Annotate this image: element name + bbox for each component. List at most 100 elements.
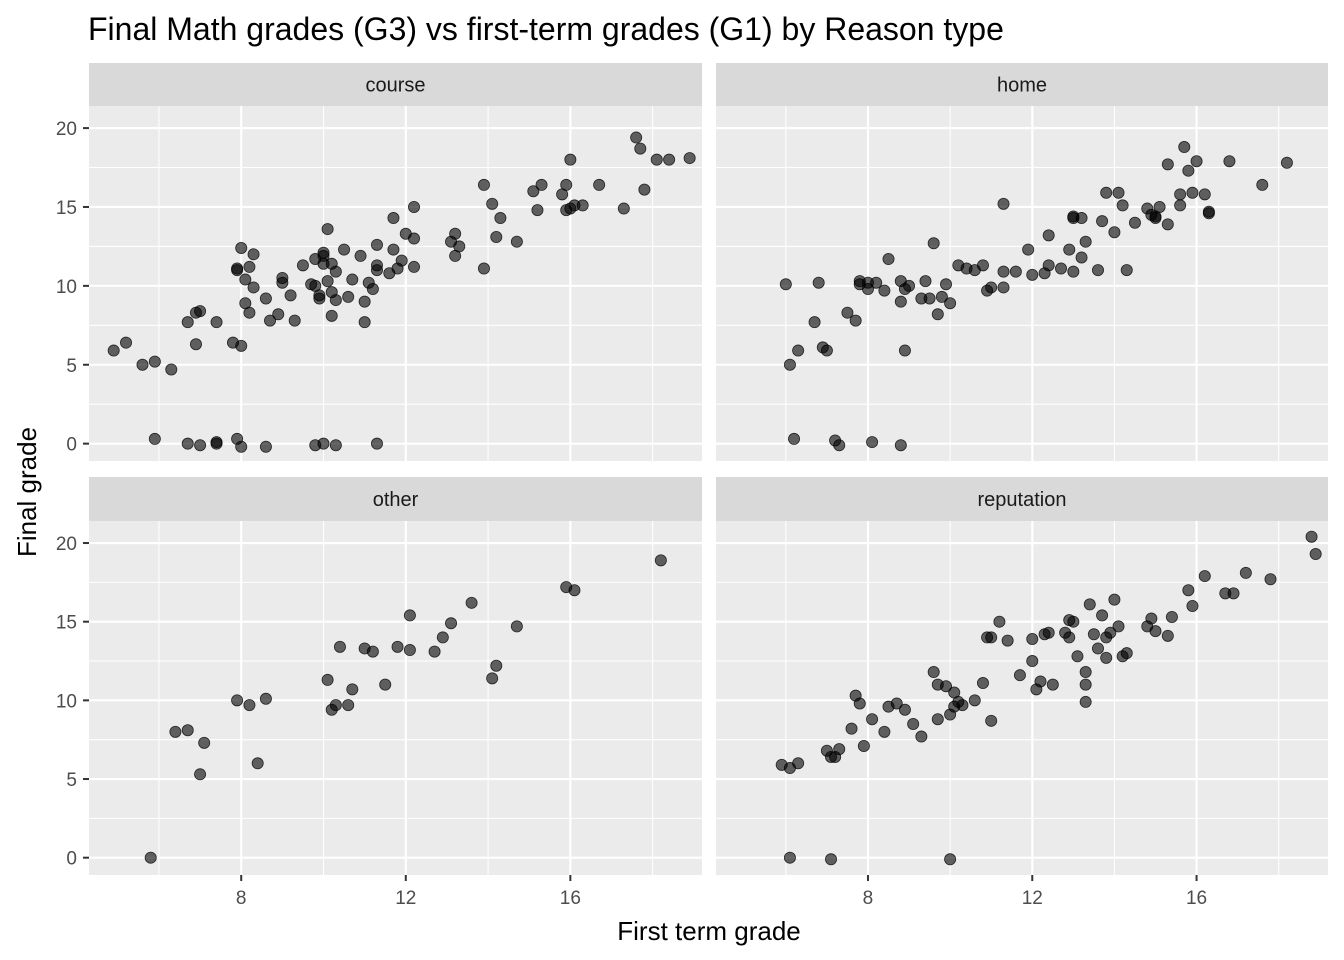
data-point (894, 439, 907, 452)
data-point (366, 283, 379, 296)
data-point (997, 265, 1010, 278)
x-tick-label: 8 (863, 888, 874, 909)
data-point (976, 259, 989, 272)
strip-background (716, 63, 1328, 106)
data-point (251, 757, 264, 770)
data-point (1063, 631, 1076, 644)
data-point (564, 202, 577, 215)
data-point (325, 286, 338, 299)
data-point (898, 344, 911, 357)
data-point (1112, 186, 1125, 199)
data-point (1108, 593, 1121, 606)
data-point (165, 363, 178, 376)
data-point (853, 697, 866, 710)
data-point (342, 699, 355, 712)
chart-title: Final Math grades (G3) vs first-term gra… (88, 11, 1004, 47)
data-point (231, 694, 244, 707)
data-point (535, 178, 548, 191)
panel-background (716, 521, 1328, 875)
data-point (358, 316, 371, 329)
data-point (259, 440, 272, 453)
data-point (1186, 186, 1199, 199)
data-point (1100, 651, 1113, 664)
data-point (683, 152, 696, 165)
y-axis: 0 5 10 15 20 0 5 10 15 20 (56, 119, 89, 870)
data-point (329, 699, 342, 712)
strip-background (716, 477, 1328, 521)
data-point (296, 259, 309, 272)
data-point (1174, 188, 1187, 201)
data-point (333, 640, 346, 653)
data-point (1145, 612, 1158, 625)
data-point (560, 178, 573, 191)
data-point (1022, 243, 1035, 256)
data-point (395, 254, 408, 267)
data-point (907, 717, 920, 730)
data-point (243, 260, 256, 273)
data-point (1227, 587, 1240, 600)
data-point (576, 199, 589, 212)
panel-background (716, 106, 1328, 461)
strip-label-reputation: reputation (978, 489, 1067, 511)
data-point (923, 292, 936, 305)
data-point (617, 202, 630, 215)
data-point (346, 683, 359, 696)
data-point (1145, 208, 1158, 221)
y-tick-label: 20 (56, 119, 77, 140)
data-point (1223, 155, 1236, 168)
data-point (915, 730, 928, 743)
y-tick-label: 15 (56, 613, 77, 634)
x-tick-label: 12 (1022, 888, 1043, 909)
data-point (894, 295, 907, 308)
y-tick-label: 20 (56, 534, 77, 555)
data-point (1100, 186, 1113, 199)
data-point (841, 306, 854, 319)
data-point (890, 697, 903, 710)
data-point (792, 344, 805, 357)
data-point (272, 308, 285, 321)
data-point (812, 276, 825, 289)
data-point (1063, 614, 1076, 627)
data-point (940, 680, 953, 693)
data-point (276, 271, 289, 284)
data-point (968, 694, 981, 707)
data-point (1013, 669, 1026, 682)
data-point (239, 273, 252, 286)
data-point (882, 253, 895, 266)
data-point (346, 273, 359, 286)
data-point (993, 615, 1006, 628)
data-point (194, 439, 207, 452)
data-point (1161, 629, 1174, 642)
data-point (247, 248, 260, 261)
data-point (1091, 642, 1104, 655)
data-point (927, 237, 940, 250)
data-point (1280, 156, 1293, 169)
data-point (825, 853, 838, 866)
data-point (1067, 265, 1080, 278)
data-point (1198, 188, 1211, 201)
data-point (284, 289, 297, 302)
facet-panels: course home other reputation (89, 63, 1328, 875)
data-point (1186, 599, 1199, 612)
data-point (181, 724, 194, 737)
data-point (1071, 650, 1084, 663)
data-point (370, 437, 383, 450)
data-point (235, 241, 248, 254)
data-point (820, 344, 833, 357)
data-point (235, 339, 248, 352)
data-point (1079, 695, 1092, 708)
data-point (985, 631, 998, 644)
data-point (288, 314, 301, 327)
data-point (1096, 609, 1109, 622)
data-point (120, 336, 133, 349)
data-point (654, 554, 667, 567)
data-point (568, 584, 581, 597)
data-point (1034, 675, 1047, 688)
data-point (194, 305, 207, 318)
x-axis-title: First term grade (617, 916, 801, 946)
data-point (663, 153, 676, 166)
data-point (1083, 598, 1096, 611)
data-point (1055, 262, 1068, 275)
y-tick-label: 10 (56, 691, 77, 712)
data-point (1079, 678, 1092, 691)
